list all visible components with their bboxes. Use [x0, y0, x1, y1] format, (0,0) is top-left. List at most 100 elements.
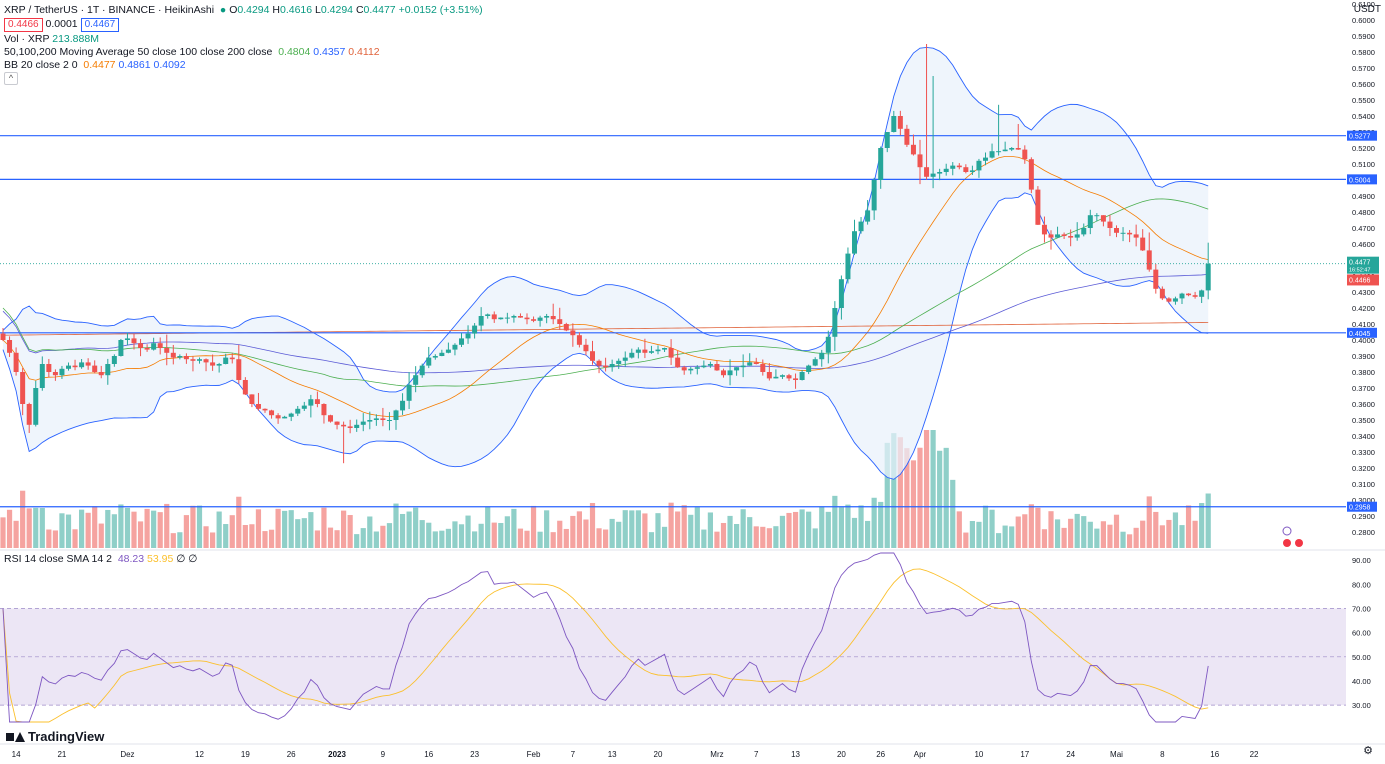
volume-bar	[819, 506, 825, 548]
candle	[1114, 228, 1119, 233]
volume-bar	[707, 512, 713, 548]
volume-bar	[576, 511, 582, 548]
chevron-up-icon[interactable]: ^	[4, 72, 18, 85]
candle	[858, 221, 864, 232]
volume-bar	[157, 512, 163, 548]
time-tick-label: 17	[1020, 750, 1029, 759]
price-tick-label: 0.4800	[1352, 208, 1375, 217]
candle	[550, 316, 556, 320]
volume-bar	[105, 509, 111, 548]
candle	[52, 372, 58, 376]
candle	[223, 357, 229, 364]
candle	[845, 253, 851, 280]
volume-bar	[851, 517, 858, 548]
volume-bar	[537, 531, 543, 548]
volume-bar	[1185, 505, 1192, 548]
volume-bar	[1179, 525, 1185, 548]
candle	[943, 168, 949, 172]
price-tick-label: 0.5700	[1352, 64, 1375, 73]
candle	[59, 368, 65, 376]
volume-bar	[177, 532, 183, 548]
volume-bar	[393, 503, 399, 548]
candle	[537, 317, 543, 321]
candle	[544, 316, 550, 318]
volume-bar	[1002, 525, 1008, 548]
volume-bar	[151, 510, 157, 548]
candle	[1009, 148, 1015, 150]
candle	[472, 325, 478, 334]
volume-bar	[1159, 525, 1165, 548]
candle	[197, 359, 202, 361]
candle	[635, 349, 641, 353]
volume-bar	[498, 522, 504, 548]
volume-bar	[622, 510, 628, 548]
volume-bar	[39, 508, 45, 548]
price-tick-label: 0.6000	[1352, 16, 1375, 25]
volume-bar	[445, 528, 451, 548]
volume-bar	[511, 508, 517, 548]
candle	[85, 362, 91, 366]
candle	[92, 365, 98, 372]
rsi-legend[interactable]: RSI 14 close SMA 14 2 48.23 53.95 ∅ ∅	[4, 553, 197, 566]
volume-bar	[557, 520, 563, 548]
volume-bar	[1127, 534, 1133, 548]
time-tick-label: 22	[1250, 750, 1259, 759]
candle	[1068, 236, 1074, 238]
time-tick-label: Mai	[1110, 750, 1123, 759]
ohlc-h-value: 0.4616	[280, 4, 313, 16]
volume-bar	[812, 528, 818, 548]
time-tick-label: 7	[571, 750, 576, 759]
volume-bar	[773, 526, 779, 548]
volume-bar	[334, 530, 340, 548]
tradingview-logo[interactable]: TradingView	[6, 729, 104, 744]
candle	[524, 317, 530, 320]
candle	[1022, 149, 1028, 160]
volume-legend[interactable]: Vol · XRP 213.888M	[4, 33, 99, 46]
candle	[216, 364, 222, 366]
bollinger-upper-line	[2, 46, 1209, 393]
ohlc-l-label: L	[315, 4, 321, 16]
candle	[773, 376, 779, 379]
time-tick-label: Dez	[120, 750, 134, 759]
price-tick-label: 0.5100	[1352, 160, 1375, 169]
time-tick-label: 13	[791, 750, 800, 759]
currency-label[interactable]: USDT	[1353, 4, 1381, 15]
volume-bar	[1035, 507, 1041, 548]
sell-button[interactable]: 0.4466	[4, 18, 43, 32]
volume-bar	[668, 502, 674, 548]
price-tick-label: 0.3200	[1352, 464, 1375, 473]
ma-legend[interactable]: 50,100,200 Moving Average 50 close 100 c…	[4, 46, 380, 59]
candle	[576, 335, 582, 345]
ohlc-c-label: C	[355, 4, 364, 16]
buy-button[interactable]: 0.4467	[80, 18, 120, 32]
price-tick-label: 0.4300	[1352, 288, 1375, 297]
volume-bar	[550, 532, 556, 548]
price-tick-label: 0.5600	[1352, 80, 1375, 89]
ma50-value: 0.4804	[278, 46, 311, 58]
candle	[871, 180, 877, 211]
bb-legend[interactable]: BB 20 close 2 0 0.4477 0.4861 0.4092	[4, 59, 186, 72]
candle	[157, 343, 163, 348]
ma100-value: 0.4357	[313, 46, 346, 58]
price-tick-label: 0.3100	[1352, 480, 1375, 489]
candle	[118, 340, 124, 356]
candle	[236, 359, 242, 380]
candle	[766, 372, 772, 379]
symbol-title[interactable]: XRP / TetherUS · 1T · BINANCE · HeikinAs…	[4, 4, 215, 16]
level-price-label: 0.2958	[1349, 505, 1371, 512]
volume-bar	[1074, 513, 1080, 548]
time-tick-label: 13	[608, 750, 617, 759]
candle	[1199, 290, 1205, 297]
candle	[511, 316, 517, 318]
candle	[282, 416, 288, 419]
candle	[583, 344, 589, 352]
candle	[734, 367, 740, 371]
volume-bar	[734, 523, 740, 548]
candle	[937, 172, 943, 174]
candle	[747, 362, 753, 366]
candle	[72, 365, 78, 368]
gear-icon[interactable]: ⚙	[1363, 745, 1373, 757]
volume-bar	[1113, 514, 1120, 548]
volume-bar	[1087, 521, 1093, 548]
